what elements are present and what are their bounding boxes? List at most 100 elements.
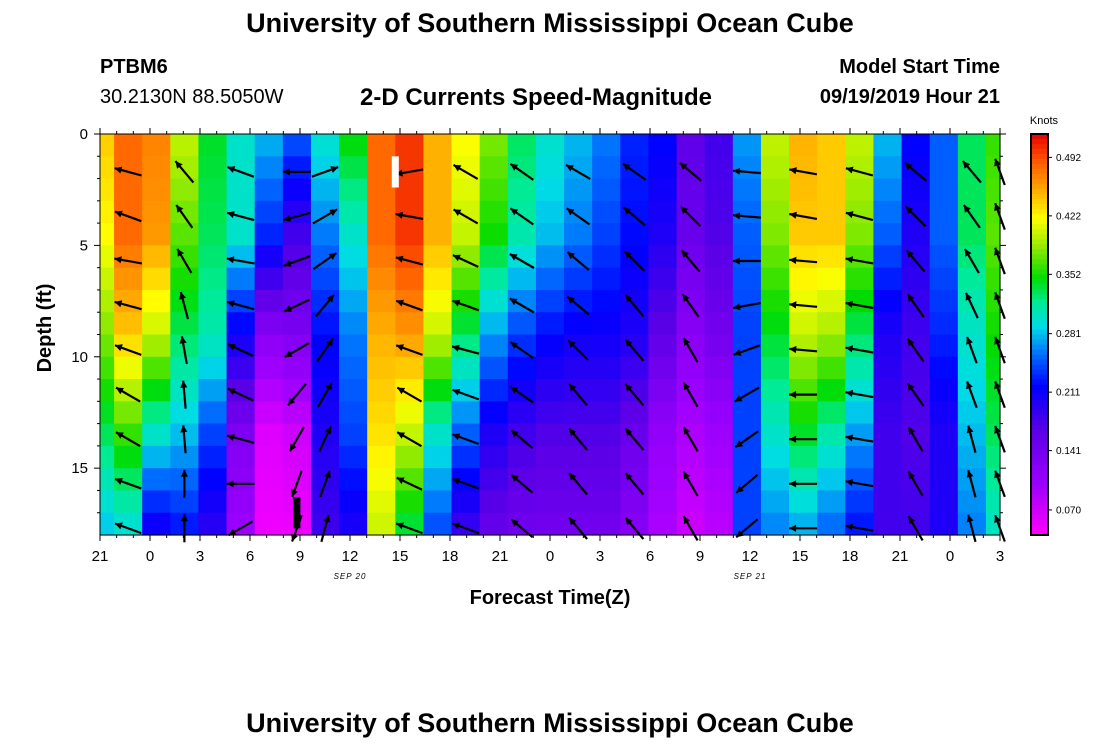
heatmap-cell [535,468,565,492]
heatmap-cell [535,178,565,202]
heatmap-cell [845,267,875,291]
heatmap-cell [100,445,115,469]
colorbar-segment [1031,259,1048,265]
current-vector [227,387,254,402]
heatmap-cell [198,289,228,313]
heatmap-cell [170,267,200,291]
current-vector [174,160,195,184]
colorbar-segment [1031,154,1048,160]
current-vector [283,211,311,222]
heatmap-cell [732,445,762,469]
heatmap-cell [592,245,621,269]
heatmap-cell [901,245,931,269]
heatmap-cell [620,156,650,180]
heatmap-cell [704,267,734,291]
current-vector [624,338,645,362]
heatmap-cell [985,312,1001,336]
heatmap-cell [760,490,790,514]
heatmap-cell [451,200,481,224]
heatmap-cell [929,490,959,514]
heatmap-cell [873,267,903,291]
current-vector [679,205,702,228]
heatmap-cell [732,200,762,224]
current-vector [905,249,926,273]
current-vector [226,256,255,265]
heatmap-cell [226,401,256,425]
current-vector [179,336,188,365]
current-vector [288,426,305,452]
colorbar: Knots 0.492 0.422 0.352 0.281 0.211 0.141 0.07… [1030,115,1081,536]
heatmap-cell [423,245,453,269]
heatmap-cell [564,512,593,536]
heatmap-cell [254,379,284,402]
current-vector [395,299,423,312]
current-vector [396,386,423,403]
current-vector [226,211,255,222]
heatmap-cell [648,490,678,514]
heatmap [100,134,1001,536]
x-tick-label: 21 [92,548,109,565]
colorbar-segment [1031,389,1048,396]
heatmap-cell [873,134,903,157]
heatmap-cell [957,401,987,425]
heatmap-cell [507,267,537,291]
heatmap-cell [704,356,734,380]
colorbar-segment [1031,504,1048,511]
heatmap-cell [676,512,706,536]
colorbar-segment [1031,439,1048,446]
x-tick-label: 6 [246,548,254,565]
x-tick-label: 0 [146,548,154,565]
colorbar-segment [1031,329,1048,336]
heatmap-cell [198,267,228,291]
current-vector [568,472,588,496]
colorbar-segment [1031,294,1048,301]
heatmap-cell [282,223,312,246]
current-vector [733,344,761,356]
heatmap-cell [985,267,1001,291]
heatmap-cell [254,490,284,514]
heatmap-cell [170,134,200,157]
current-vector [291,470,303,498]
heatmap-cell [704,312,734,336]
colorbar-segment [1031,354,1048,361]
heatmap-cell [704,445,734,469]
heatmap-cell [564,289,593,313]
heatmap-cell [760,379,790,402]
current-vector [568,383,588,407]
heatmap-cell [648,200,678,224]
heatmap-cell [760,134,790,157]
current-vector [509,341,534,360]
heatmap-cell [732,356,762,380]
colorbar-segment [1031,159,1048,165]
current-vector [452,477,480,490]
current-vector [845,211,874,222]
heatmap-cell [395,267,425,291]
heatmap-cell [676,223,706,246]
heatmap-cell [339,289,368,313]
heatmap-cell [704,379,734,402]
heatmap-cell [100,134,115,157]
heatmap-cell [929,512,959,536]
current-vector [735,473,759,494]
current-vector [319,470,331,498]
heatmap-cell [704,289,734,313]
heatmap-cell [339,267,368,291]
heatmap-cell [592,289,621,313]
markers [293,156,399,529]
heatmap-cell [901,468,931,492]
heatmap-cell [339,223,368,246]
heatmap-cell [760,245,790,269]
heatmap-cell [423,512,453,536]
colorbar-segment [1031,369,1048,376]
heatmap-cell [732,156,762,180]
current-vector [283,255,311,267]
heatmap-cell [100,267,115,291]
colorbar-unit: Knots [1030,115,1059,127]
current-vector [789,345,818,354]
heatmap-cell [985,445,1001,469]
x-date-label: SEP 21 [734,572,767,581]
current-vector [907,426,924,452]
current-vector [622,162,647,181]
heatmap-cell [648,334,678,358]
heatmap-cell [957,134,987,157]
